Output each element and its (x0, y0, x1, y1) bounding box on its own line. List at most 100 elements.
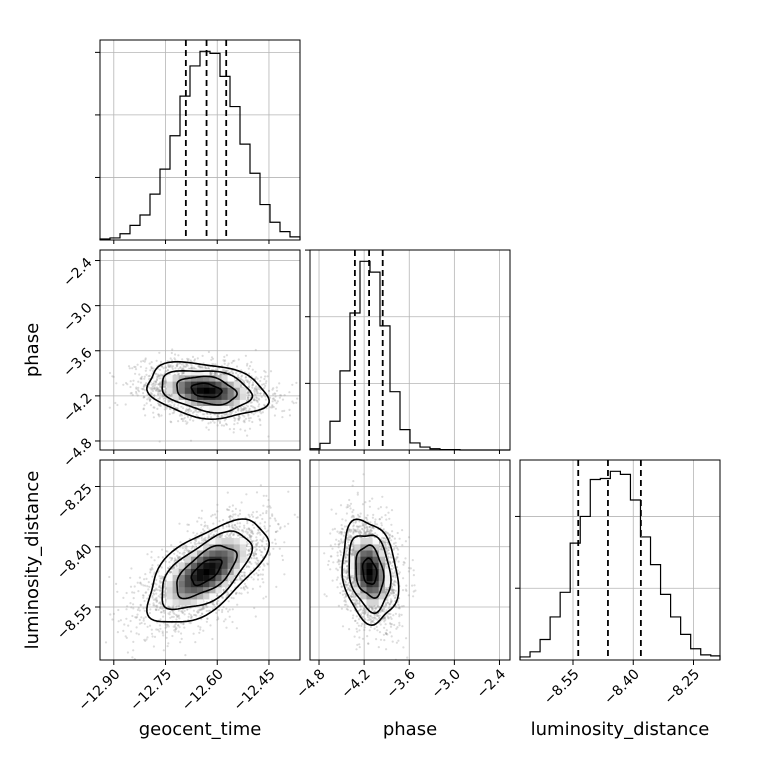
density-cell (197, 375, 204, 382)
density-cell (184, 593, 192, 600)
contour-level-3 (341, 518, 400, 627)
density-cell (166, 574, 173, 582)
density-cell (172, 381, 179, 388)
density-cell (203, 387, 210, 394)
density-cell (233, 538, 241, 545)
density-cell (348, 562, 355, 569)
density-cell (184, 586, 192, 594)
density-cell (197, 369, 204, 376)
density-cell (184, 387, 192, 394)
density-cell (203, 544, 210, 551)
density-cell (239, 387, 247, 394)
x-tick-label-luminosity_distance: −8.55 (541, 666, 583, 708)
density-cell (233, 568, 241, 575)
density-cell (215, 574, 222, 582)
density-cell (178, 580, 186, 588)
panel-frame (99, 39, 301, 241)
panel-frame (309, 249, 511, 451)
density-cell (354, 586, 361, 594)
density-cell (184, 393, 192, 400)
density-cell (221, 381, 228, 388)
density-cell (209, 381, 216, 388)
density-cell (221, 562, 228, 569)
density-cell (209, 387, 216, 394)
density-cell (227, 375, 234, 382)
density-cell (215, 538, 222, 545)
density-cell (203, 405, 210, 413)
panel-frame (99, 249, 301, 451)
x-axis-label-luminosity_distance: luminosity_distance (531, 719, 710, 740)
density-cell (221, 538, 228, 545)
density-cell (354, 562, 361, 569)
density-cell (366, 586, 373, 594)
density-cell (215, 544, 222, 551)
density-cell (178, 574, 186, 582)
density-cell (209, 562, 216, 569)
density-cell (372, 580, 379, 588)
density-cell (209, 399, 216, 406)
density-cell (239, 550, 247, 557)
density-cell (190, 375, 198, 382)
contour-level-0 (190, 558, 223, 587)
x-tick-label-geocent_time: −12.90 (75, 666, 123, 714)
density-cell (348, 568, 355, 575)
density-cell (227, 574, 234, 582)
contour-level-0 (361, 557, 378, 586)
x-tick-label-phase: −3.0 (429, 666, 464, 701)
density-cell (197, 593, 204, 600)
density-cell (197, 550, 204, 557)
density-cell (239, 556, 247, 563)
density-cell (221, 393, 228, 400)
density-cell (221, 550, 228, 557)
density-cell (227, 550, 234, 557)
density-cell (197, 387, 204, 394)
density-cell (203, 369, 210, 376)
density-cell (190, 562, 198, 569)
density-cell (178, 387, 186, 394)
density-cell (354, 574, 361, 582)
density-cell (172, 593, 179, 600)
density-cell (209, 593, 216, 600)
density-cell (221, 580, 228, 588)
density-cell (197, 556, 204, 563)
contour-level-2 (161, 530, 254, 611)
density-cell (184, 399, 192, 406)
x-tick-label-geocent_time: −12.75 (127, 666, 175, 714)
density-cell (172, 580, 179, 588)
y-tick-label-phase: −4.2 (60, 390, 95, 425)
density-cell (354, 538, 361, 545)
density-cell (184, 369, 192, 376)
contour-level-1 (176, 544, 238, 600)
density-cell (378, 586, 386, 594)
density-cell (172, 568, 179, 575)
density-cell (354, 556, 361, 563)
x-tick-label-luminosity_distance: −8.25 (661, 666, 703, 708)
y-tick-label-luminosity_distance: −8.55 (54, 601, 96, 643)
contour-level-1 (176, 375, 238, 406)
density-cell (209, 586, 216, 594)
density-cell (227, 399, 234, 406)
density-cell (197, 574, 204, 582)
density-cell (178, 381, 186, 388)
density-cell (372, 586, 379, 594)
density-cell (166, 586, 173, 594)
density-cell (366, 538, 373, 545)
density-cell (233, 387, 241, 394)
density-cell (227, 381, 234, 388)
joint-panel-geocent_time-luminosity_distance (99, 459, 301, 661)
x-axis-label-phase: phase (383, 719, 437, 740)
density-cell (354, 544, 361, 551)
density-cell (197, 381, 204, 388)
density-cell (178, 586, 186, 594)
histogram-phase (309, 260, 510, 451)
density-cell (233, 393, 241, 400)
density-cell (366, 562, 373, 569)
density-cell (184, 580, 192, 588)
density-cell (378, 593, 386, 600)
density-cell (360, 562, 367, 569)
density-cell (372, 550, 379, 557)
density-cell (384, 580, 392, 588)
density-cell (190, 369, 198, 376)
density-cell (227, 562, 234, 569)
density-cell (348, 556, 355, 563)
